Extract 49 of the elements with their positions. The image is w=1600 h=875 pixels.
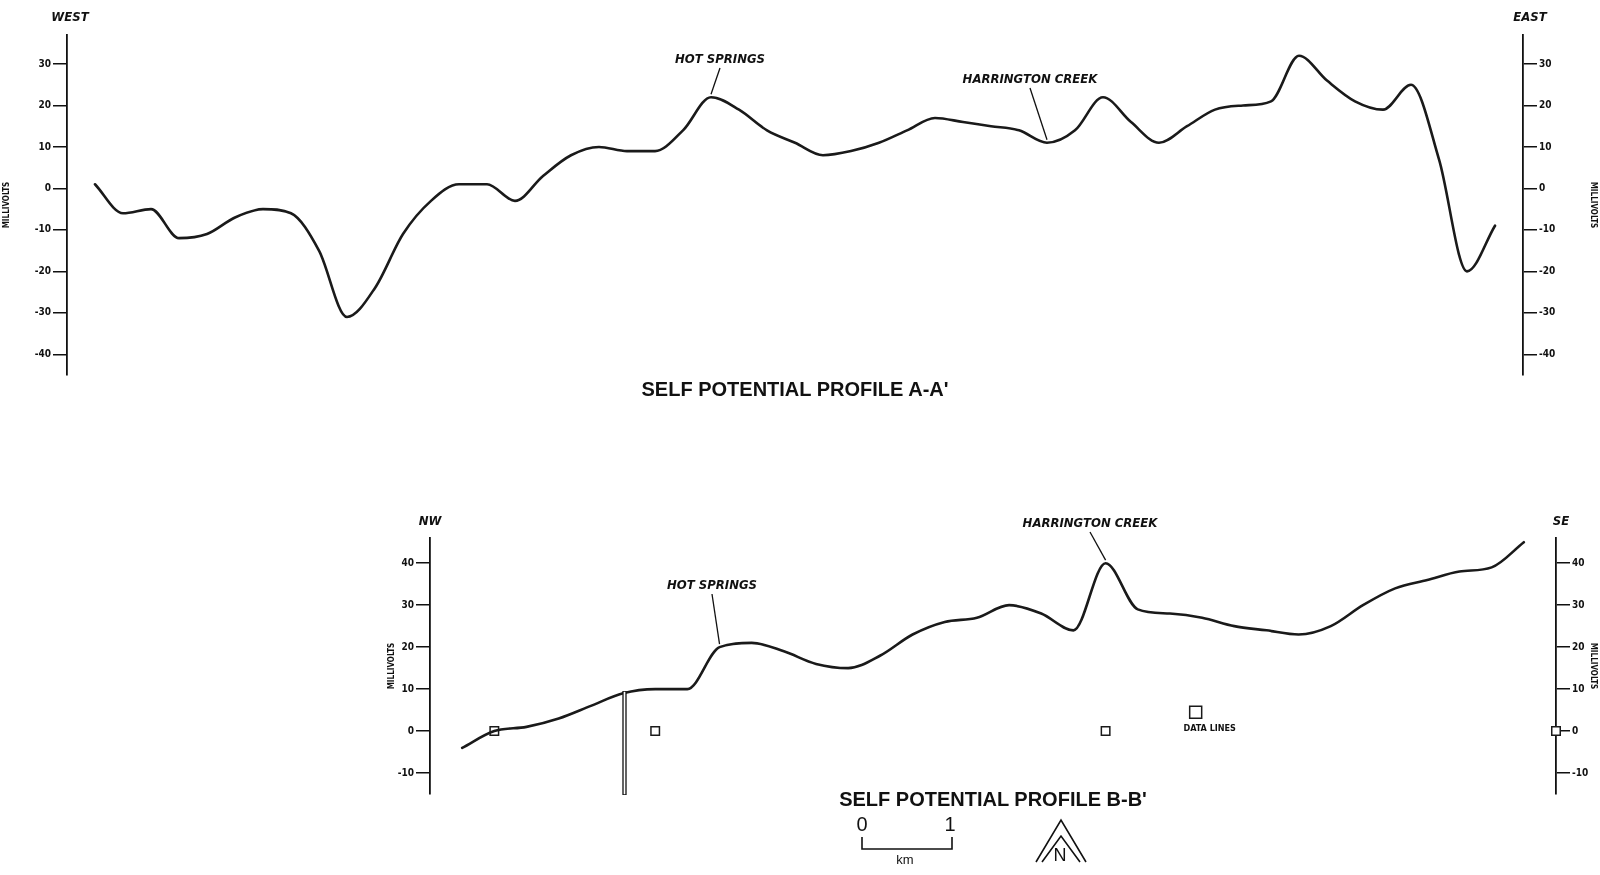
y-tick-label: -10 xyxy=(397,766,414,778)
y-tick-label: 40 xyxy=(401,556,414,568)
line-series xyxy=(93,54,1497,319)
y-tick-label: 10 xyxy=(38,140,51,152)
y-tick-label: 30 xyxy=(401,598,414,610)
y2-tick-label: -10 xyxy=(1539,223,1556,235)
y2-tick-label: 20 xyxy=(1539,99,1552,111)
y2-tick-label: 40 xyxy=(1572,556,1585,568)
text: N xyxy=(1053,844,1067,865)
y2-tick-label: 30 xyxy=(1572,598,1585,610)
y2-tick-label: -10 xyxy=(1572,766,1589,778)
y2-tick-label: 30 xyxy=(1539,57,1552,69)
y-tick-label: 0 xyxy=(44,182,51,194)
y2-axis-title: MILLIVOLTS xyxy=(1589,181,1599,229)
y-tick-label: -10 xyxy=(34,223,51,235)
y-tick-label: 30 xyxy=(38,57,51,69)
y2-tick-label: -30 xyxy=(1539,306,1556,318)
text: EAST xyxy=(1513,9,1548,25)
text: SELF POTENTIAL PROFILE A-A' xyxy=(641,377,949,400)
y2-axis-title: MILLIVOLTS xyxy=(1589,642,1599,690)
y-tick-label: -20 xyxy=(34,264,51,276)
y-tick-label: 20 xyxy=(38,99,51,111)
line-series xyxy=(460,540,1526,750)
y2-tick-label: -20 xyxy=(1539,264,1556,276)
annotation: HOT SPRINGS xyxy=(675,51,765,67)
text: NW xyxy=(418,513,443,529)
text: km xyxy=(896,851,914,867)
y2-tick-label: 20 xyxy=(1572,640,1585,652)
y-axis-title: MILLIVOLTS xyxy=(386,642,396,690)
y-tick-label: -40 xyxy=(34,347,51,359)
annotation: HARRINGTON CREEK xyxy=(962,71,1099,87)
y2-tick-label: 0 xyxy=(1572,724,1579,736)
text: HARRINGTON CREEK xyxy=(1022,515,1159,531)
y2-tick-label: 10 xyxy=(1572,682,1585,694)
text: 0 xyxy=(856,812,868,835)
y-tick-label: -30 xyxy=(34,306,51,318)
text: 1 xyxy=(944,812,956,835)
y2-tick-label: 10 xyxy=(1539,140,1552,152)
text: SELF POTENTIAL PROFILE B-B' xyxy=(839,787,1147,810)
y-tick-label: 0 xyxy=(407,724,414,736)
y2-tick-label: -40 xyxy=(1539,347,1556,359)
text: SE xyxy=(1552,513,1570,529)
y-tick-label: 20 xyxy=(401,640,414,652)
text: WEST xyxy=(51,9,90,25)
annotation: HOT SPRINGS xyxy=(667,577,757,593)
y-tick-label: 10 xyxy=(401,682,414,694)
legend-label: DATA LINES xyxy=(1183,722,1237,733)
y-axis-title: MILLIVOLTS xyxy=(1,181,11,229)
y2-tick-label: 0 xyxy=(1539,182,1546,194)
